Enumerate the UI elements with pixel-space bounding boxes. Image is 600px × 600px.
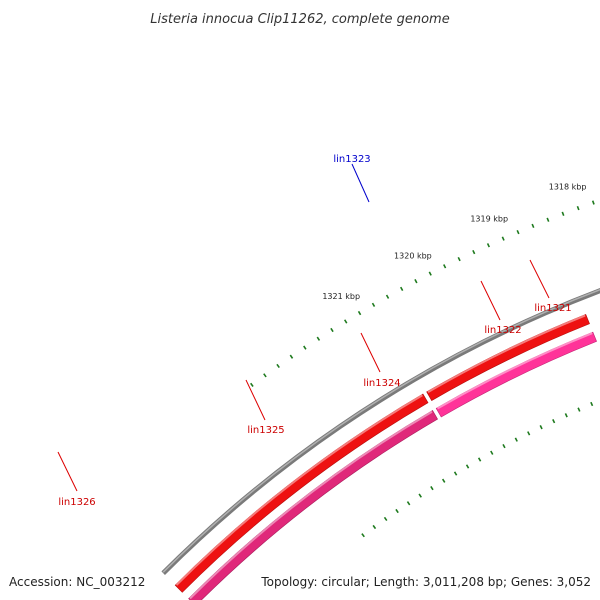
genome-backbone [161, 288, 600, 575]
minor-tick [371, 302, 376, 307]
inner-minor-tick [552, 419, 556, 424]
inner-minor-tick [441, 478, 446, 483]
inner-minor-tick [383, 516, 388, 522]
inner-minor-tick [502, 443, 506, 449]
inner-minor-tick [465, 464, 470, 469]
minor-tick [414, 279, 418, 284]
minor-tick [428, 271, 432, 276]
inner-minor-tick [564, 413, 568, 418]
gene-feature-lin1325 [426, 314, 590, 401]
gene-label-lin1323[interactable]: lin1323 [333, 154, 370, 165]
gene-feature-lin1326-partner [188, 410, 439, 600]
inner-minor-tick [406, 501, 411, 506]
inner-minor-tick [395, 508, 399, 514]
minor-tick [561, 211, 565, 216]
tick-label: 1320 kbp [394, 252, 432, 261]
minor-tick [330, 327, 334, 333]
minor-tick [357, 310, 362, 316]
minor-tick [316, 336, 321, 341]
minor-tick [501, 236, 505, 241]
inner-minor-tick [430, 485, 434, 491]
feature-layer [174, 314, 597, 600]
inner-minor-tick [418, 493, 422, 498]
gene-body [188, 410, 439, 600]
label-leader-line [245, 379, 266, 421]
inner-minor-tick [453, 471, 458, 476]
label-layer: lin1323 lin1321 lin1322 lin1324 lin1325 lin13… [57, 154, 572, 508]
accession-text: Accession: NC_003212 [9, 575, 145, 589]
tick-label: 1319 kbp [470, 215, 508, 224]
inner-minor-tick [539, 425, 543, 430]
map-title: Listeria innocua Clip11262, complete gen… [150, 12, 449, 27]
gene-label-lin1322[interactable]: lin1322 [484, 325, 521, 336]
minor-tick [400, 286, 404, 292]
label-leader-line [57, 451, 78, 492]
minor-tick [385, 294, 390, 299]
minor-tick [343, 319, 348, 324]
backbone-highlight [162, 288, 600, 573]
inner-minor-tick [577, 407, 581, 412]
label-leader-line [480, 280, 501, 321]
minor-tick [546, 217, 550, 222]
inner-minor-tick [527, 431, 531, 436]
minor-tick [303, 345, 307, 350]
gene-label-lin1326[interactable]: lin1326 [58, 497, 95, 508]
minor-tick [263, 373, 267, 378]
minor-tick [486, 243, 490, 248]
inner-minor-tick [590, 401, 594, 407]
minor-tick [472, 249, 476, 255]
inner-minor-tick [372, 524, 377, 530]
genome-summary-text: Topology: circular; Length: 3,011,208 bp… [260, 575, 591, 589]
gene-label-lin1321[interactable]: lin1321 [534, 303, 571, 314]
gene-label-lin1324[interactable]: lin1324 [363, 378, 400, 389]
gene-feature-lin1326 [174, 393, 429, 593]
minor-tick [443, 264, 447, 269]
gene-bevel [427, 314, 586, 393]
gene-bevel [436, 332, 593, 410]
inner-minor-tick [490, 450, 494, 455]
tick-label: 1318 kbp [549, 182, 587, 191]
gene-bevel [175, 394, 423, 586]
inner-minor-tick [514, 437, 518, 442]
gene-bevel [189, 410, 433, 600]
minor-tick [591, 200, 595, 205]
inner-minor-tick [477, 457, 482, 462]
label-leader-line [529, 259, 550, 299]
minor-tick [457, 256, 461, 262]
minor-tick [276, 363, 280, 369]
minor-tick [250, 382, 254, 387]
label-leader-line [360, 332, 381, 373]
minor-tick [516, 229, 520, 235]
gene-body [174, 393, 429, 593]
inner-minor-tick [361, 533, 365, 538]
minor-tick [576, 205, 580, 211]
minor-tick [289, 354, 294, 359]
gene-label-lin1325[interactable]: lin1325 [247, 425, 284, 436]
minor-tick [531, 223, 535, 229]
label-leader-line [351, 163, 370, 203]
tick-label: 1321 kbp [322, 292, 360, 301]
gene-feature-lin1325-partner [435, 331, 597, 418]
backbone-layer [161, 288, 600, 575]
